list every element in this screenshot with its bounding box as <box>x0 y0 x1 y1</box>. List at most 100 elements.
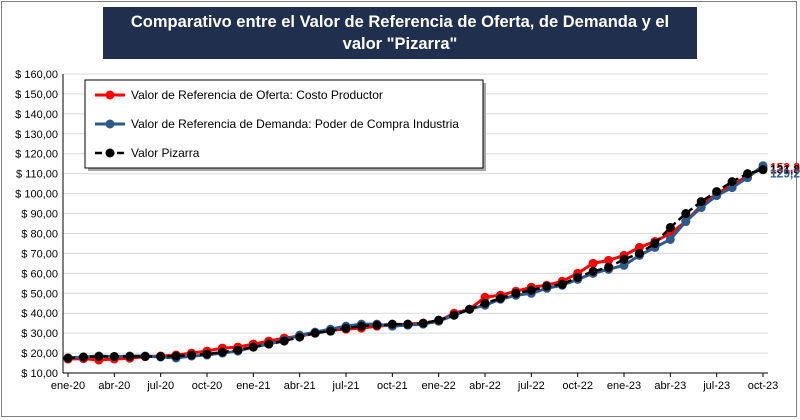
data-point <box>743 169 753 179</box>
series-3 <box>63 165 768 363</box>
y-tick-label: $ 120,00 <box>15 149 58 161</box>
data-point <box>681 209 691 219</box>
end-data-label: 129,22 <box>770 167 800 181</box>
data-point <box>63 353 73 363</box>
y-tick-label: $ 50,00 <box>21 288 58 300</box>
x-tick-label: jul-20 <box>146 380 174 392</box>
x-tick-label: ene-21 <box>236 380 270 392</box>
x-tick-label: abr-20 <box>98 380 130 392</box>
legend: Valor de Referencia de Oferta: Costo Pro… <box>84 79 486 171</box>
data-point <box>573 272 583 282</box>
data-point <box>434 315 444 325</box>
x-tick-label: ene-20 <box>51 380 85 392</box>
data-point <box>125 351 135 361</box>
data-point <box>696 197 706 207</box>
data-point <box>418 318 428 328</box>
y-tick-label: $ 40,00 <box>21 308 58 320</box>
end-data-label: 131,89 <box>770 163 800 177</box>
data-point <box>233 345 243 355</box>
data-point <box>604 262 614 272</box>
x-tick-label: abr-21 <box>284 380 316 392</box>
data-labels: 152,30131,89129,22 <box>770 161 800 181</box>
y-tick-label: $ 60,00 <box>21 268 58 280</box>
legend-label: Valor Pizarra <box>131 146 200 160</box>
legend-label: Valor de Referencia de Demanda: Poder de… <box>131 117 459 131</box>
y-tick-label: $ 70,00 <box>21 248 58 260</box>
data-point <box>78 352 88 362</box>
legend-marker <box>105 119 115 129</box>
x-tick-label: oct-20 <box>192 380 223 392</box>
data-point <box>109 351 119 361</box>
x-tick-label: abr-23 <box>654 380 686 392</box>
data-point <box>171 351 181 361</box>
legend-marker <box>105 90 115 100</box>
data-point <box>650 238 660 248</box>
x-tick-label: jul-22 <box>517 380 545 392</box>
data-point <box>619 254 629 264</box>
data-point <box>542 281 552 291</box>
x-tick-label: jul-23 <box>702 380 730 392</box>
x-tick-label: oct-22 <box>562 380 593 392</box>
data-point <box>712 187 722 197</box>
y-tick-label: $ 30,00 <box>21 328 58 340</box>
data-point <box>295 332 305 342</box>
y-tick-label: $ 10,00 <box>21 368 58 380</box>
legend-item: Valor de Referencia de Oferta: Costo Pro… <box>95 88 383 102</box>
y-tick-label: $ 100,00 <box>15 189 58 201</box>
data-point <box>727 177 737 187</box>
y-tick-label: $ 150,00 <box>15 89 58 101</box>
legend-label: Valor de Referencia de Oferta: Costo Pro… <box>131 88 383 102</box>
data-point <box>480 298 490 308</box>
data-point <box>156 351 166 361</box>
data-point <box>588 258 598 268</box>
y-tick-label: $ 90,00 <box>21 209 58 221</box>
data-point <box>665 222 675 232</box>
data-point <box>202 349 212 359</box>
data-point <box>310 328 320 338</box>
data-point <box>356 321 366 331</box>
chart-title: Comparativo entre el Valor de Referencia… <box>103 7 697 59</box>
data-point <box>248 342 258 352</box>
data-point <box>758 165 768 175</box>
series-lines <box>63 161 768 365</box>
y-tick-label: $ 80,00 <box>21 228 58 240</box>
y-tick-label: $ 20,00 <box>21 348 58 360</box>
y-tick-label: $ 140,00 <box>15 109 58 121</box>
legend-item: Valor de Referencia de Demanda: Poder de… <box>95 117 459 131</box>
data-point <box>140 351 150 361</box>
x-tick-label: jul-21 <box>332 380 360 392</box>
data-point <box>465 304 475 314</box>
data-point <box>557 279 567 289</box>
data-point <box>217 347 227 357</box>
data-point <box>403 319 413 329</box>
y-tick-label: $ 130,00 <box>15 129 58 141</box>
data-point <box>526 285 536 295</box>
data-point <box>387 319 397 329</box>
legend-box <box>84 79 484 169</box>
x-tick-label: oct-23 <box>748 380 779 392</box>
x-tick-label: ene-23 <box>607 380 641 392</box>
x-tick-label: oct-21 <box>377 380 408 392</box>
data-point <box>279 336 289 346</box>
data-point <box>341 323 351 333</box>
data-point <box>511 288 521 298</box>
series-line <box>67 164 764 360</box>
legend-marker <box>105 148 115 158</box>
data-point <box>264 339 274 349</box>
data-point <box>372 320 382 330</box>
data-point <box>94 351 104 361</box>
data-point <box>326 326 336 336</box>
series-line <box>67 166 764 362</box>
x-tick-label: abr-22 <box>469 380 501 392</box>
data-point <box>604 255 614 265</box>
data-point <box>187 350 197 360</box>
data-point <box>634 248 644 258</box>
y-tick-label: $ 160,00 <box>15 69 58 81</box>
series-line <box>67 168 764 360</box>
legend-item: Valor Pizarra <box>95 146 200 160</box>
data-point <box>681 217 691 227</box>
data-point <box>588 266 598 276</box>
end-data-label: 152,30 <box>770 161 800 175</box>
